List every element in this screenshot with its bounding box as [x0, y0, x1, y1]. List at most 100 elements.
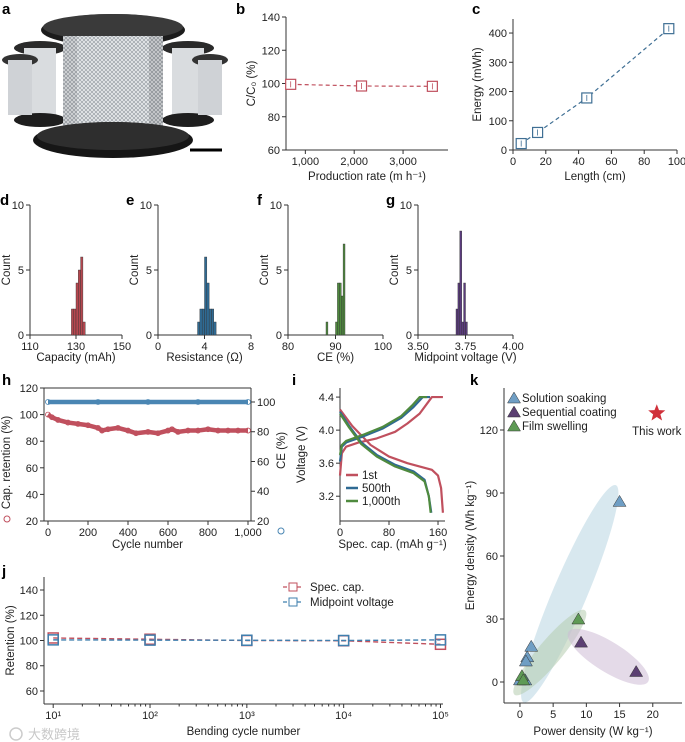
data-point	[235, 427, 241, 434]
legend-marker-icon	[288, 597, 298, 607]
panel-d: d 110 130 150 0 5 10 Capacity (mAh) Count	[0, 192, 131, 364]
legend-label: Solution soaking	[522, 393, 606, 405]
y-tick-label: 100	[489, 116, 507, 128]
data-point	[49, 414, 55, 421]
triangle-marker	[507, 419, 521, 432]
data-point	[65, 419, 71, 426]
watermark: 大数跨境	[9, 727, 80, 742]
data-point	[115, 424, 121, 431]
y-tick-label: 40	[26, 489, 38, 501]
x-tick-label: 20	[540, 156, 552, 168]
histogram-bar	[342, 243, 346, 336]
star-icon	[648, 404, 666, 421]
x-axis-label: Bending cycle number	[187, 726, 301, 738]
x-tick-label: 3,000	[389, 156, 417, 168]
panel-g: g 3.50 3.75 4.00 0 5 10 Midpoint voltage (V) Cou…	[386, 192, 524, 364]
x-tick-label: 400	[119, 527, 137, 539]
panel-h: h0 200 400 600 800 1,000204060801001202040608…	[1, 372, 288, 551]
histogram-bar	[459, 230, 462, 336]
legend-label: Film swelling	[522, 421, 588, 433]
x-axis-label: Power density (W kg⁻¹)	[533, 726, 652, 738]
panel-e: e 0 4 8 0 5 10 Resistance (Ω) Count	[126, 192, 254, 364]
histogram-bar	[211, 308, 215, 336]
x-tick-label: 200	[79, 527, 97, 539]
data-point	[245, 399, 251, 405]
histogram-bar	[204, 256, 208, 336]
x-tick-label: 0	[517, 709, 523, 721]
y2-axis-label: CE (%)	[276, 432, 288, 469]
y-tick-label: 10	[400, 200, 412, 212]
data-point	[185, 427, 191, 434]
data-point	[45, 411, 51, 418]
x-tick-label: 600	[159, 527, 177, 539]
y-tick-label: 0	[501, 145, 507, 157]
y-axis-label: Voltage (V)	[296, 426, 308, 483]
x-tick-label: 100	[374, 341, 392, 353]
data-line	[53, 639, 441, 642]
histogram-bar	[339, 282, 342, 336]
data-line	[520, 28, 670, 145]
x-tick-label: 0	[510, 156, 516, 168]
y-axis-label: Energy (mWh)	[472, 47, 484, 121]
histogram-bar	[337, 282, 340, 336]
triangle-marker	[574, 635, 588, 648]
x-tick-label: 10²	[142, 710, 158, 722]
series-cap-retention	[46, 412, 248, 436]
data-point	[55, 417, 61, 423]
data-point	[45, 399, 51, 405]
triangle-marker	[612, 494, 627, 507]
histogram-bar	[463, 282, 466, 336]
x-axis-label: Spec. cap. (mAh g⁻¹)	[338, 539, 446, 551]
data-point	[95, 399, 101, 405]
y2-tick-label: 100	[257, 397, 275, 409]
legend-marker-icon	[288, 582, 298, 592]
y-tick-label: 20	[26, 516, 38, 528]
triangle-marker	[516, 673, 531, 686]
y-tick-label: 100	[20, 636, 38, 648]
data-point	[225, 427, 231, 434]
panel-letter-c: c	[472, 1, 480, 18]
y-tick-label: 5	[18, 265, 24, 277]
triangle-marker	[524, 639, 539, 652]
x-tick-label: 60	[605, 156, 617, 168]
histogram-bar	[197, 321, 201, 336]
y-tick-label: 10	[140, 200, 152, 212]
data-point	[47, 634, 59, 646]
panel-letter-e: e	[126, 192, 134, 209]
y-tick-label: 90	[486, 488, 498, 500]
x-tick-label: 110	[21, 341, 39, 353]
histogram-bar	[73, 308, 77, 336]
y-tick-label: 120	[262, 45, 280, 57]
y-axis-label: Count	[129, 254, 141, 285]
y-tick-label: 0	[492, 677, 498, 689]
data-point	[125, 427, 131, 434]
y-tick-label: 300	[489, 57, 507, 69]
data-point	[75, 421, 81, 427]
panel-c: c 0 20 40 60 80 100 0 100 200 300 400 Length (cm) Ene…	[472, 1, 685, 183]
x-tick-label: 15	[613, 709, 625, 721]
x-tick-label: 80	[638, 156, 650, 168]
x-tick-label: 3.50	[407, 341, 428, 353]
x-axis-label: Capacity (mAh)	[36, 352, 115, 364]
y-axis-label: Count	[259, 254, 271, 285]
x-tick-label: 10⁵	[432, 710, 449, 722]
panel-k: k 0 5 10 15 20 0 30 60 90 120 Power density (W kg⁻¹…	[465, 372, 682, 738]
legend-label: Midpoint voltage	[310, 597, 394, 609]
x-tick-label: 10¹	[45, 710, 61, 722]
x-tick-label: 10³	[239, 710, 255, 722]
data-point	[145, 428, 151, 435]
ce-marker-icon	[277, 527, 285, 535]
histogram-bar	[455, 308, 459, 336]
x-tick-label: 4	[201, 341, 207, 353]
data-point	[241, 634, 253, 646]
panel-letter-j: j	[1, 563, 6, 580]
y-tick-label: 3.2	[319, 491, 334, 503]
panel-letter-b: b	[236, 1, 245, 18]
y-axis-label: Count	[389, 254, 401, 285]
x-tick-label: 1,000	[234, 527, 262, 539]
histogram-bar	[341, 295, 344, 336]
histogram-bar	[457, 282, 460, 336]
x-axis-label: Midpoint voltage (V)	[414, 352, 516, 364]
y-tick-label: 30	[486, 614, 498, 626]
x-axis-label: Resistance (Ω)	[166, 352, 243, 364]
